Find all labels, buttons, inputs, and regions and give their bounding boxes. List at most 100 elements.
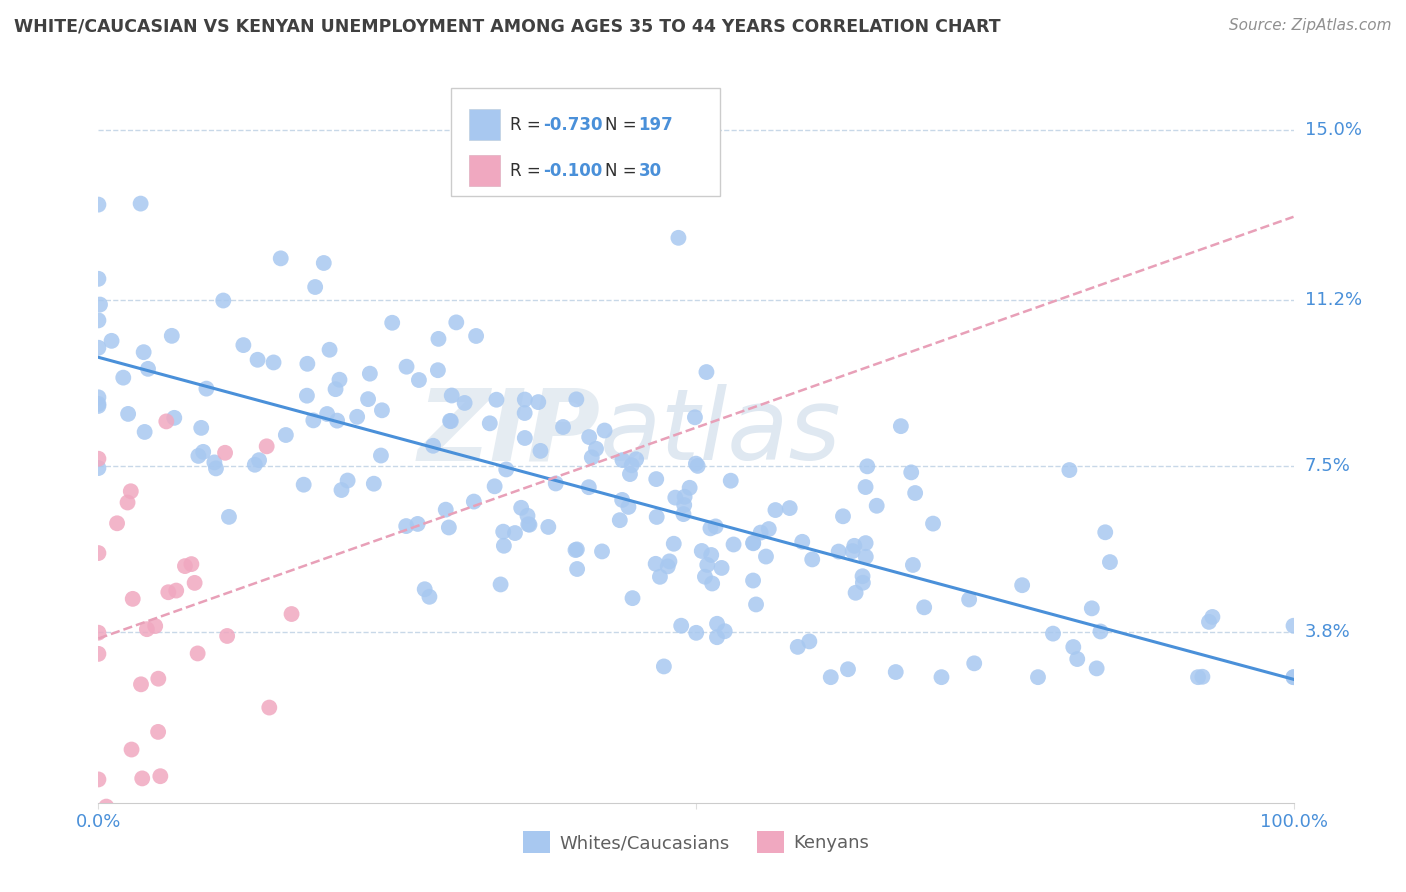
Point	[855, 536, 877, 550]
Point	[617, 500, 640, 514]
Text: atlas: atlas	[600, 384, 842, 481]
Point	[205, 461, 228, 475]
Point	[662, 537, 685, 551]
Point	[668, 231, 690, 245]
Point	[837, 662, 859, 676]
Point	[513, 406, 536, 420]
Point	[165, 583, 187, 598]
Point	[565, 392, 588, 407]
Text: 197: 197	[638, 116, 673, 134]
Point	[195, 382, 218, 396]
Point	[247, 453, 270, 467]
Point	[100, 334, 122, 348]
Point	[855, 549, 877, 564]
Point	[963, 657, 986, 671]
Point	[1198, 615, 1220, 629]
Point	[112, 370, 135, 384]
Point	[217, 629, 239, 643]
Point	[485, 392, 508, 407]
Point	[214, 446, 236, 460]
Point	[537, 520, 560, 534]
Point	[1042, 626, 1064, 640]
Point	[519, 517, 541, 532]
Point	[610, 492, 633, 507]
Point	[87, 461, 110, 475]
Point	[620, 458, 643, 473]
Point	[852, 575, 875, 590]
Point	[664, 491, 686, 505]
Point	[652, 659, 675, 673]
Point	[844, 539, 866, 553]
Text: Source: ZipAtlas.com: Source: ZipAtlas.com	[1229, 18, 1392, 33]
Point	[370, 449, 392, 463]
Point	[901, 558, 924, 572]
Point	[87, 772, 110, 787]
Point	[484, 479, 506, 493]
Point	[336, 474, 359, 488]
Point	[1282, 619, 1305, 633]
Point	[700, 548, 723, 562]
Point	[957, 592, 980, 607]
Point	[644, 557, 666, 571]
Point	[174, 559, 197, 574]
Text: 15.0%: 15.0%	[1305, 120, 1361, 139]
Point	[263, 355, 285, 369]
Point	[585, 442, 607, 456]
Point	[742, 574, 765, 588]
Point	[304, 280, 326, 294]
Point	[325, 382, 347, 396]
Point	[440, 414, 463, 428]
Point	[510, 500, 533, 515]
Point	[465, 329, 488, 343]
Point	[1062, 640, 1084, 654]
Point	[463, 494, 485, 508]
Point	[513, 392, 536, 407]
Point	[1094, 525, 1116, 540]
Point	[801, 552, 824, 566]
Point	[180, 557, 202, 571]
Point	[439, 414, 461, 428]
Point	[884, 665, 907, 679]
Point	[841, 544, 863, 558]
Point	[742, 535, 765, 549]
Point	[149, 769, 172, 783]
Point	[434, 502, 457, 516]
Text: N =: N =	[605, 116, 643, 134]
FancyBboxPatch shape	[451, 88, 720, 195]
Point	[1191, 670, 1213, 684]
Point	[492, 539, 515, 553]
Text: N =: N =	[605, 161, 643, 179]
Point	[359, 367, 381, 381]
Point	[87, 313, 110, 327]
Point	[297, 357, 319, 371]
Point	[87, 197, 110, 211]
Point	[292, 477, 315, 491]
Point	[312, 256, 335, 270]
Point	[503, 526, 526, 541]
Point	[478, 417, 501, 431]
Point	[135, 622, 157, 636]
Point	[232, 338, 254, 352]
Point	[578, 430, 600, 444]
Point	[704, 519, 727, 533]
Text: 3.8%: 3.8%	[1305, 624, 1350, 641]
Point	[527, 395, 550, 409]
Point	[121, 742, 143, 756]
Point	[495, 462, 517, 476]
Point	[87, 625, 110, 640]
Point	[612, 453, 634, 467]
Text: 7.5%: 7.5%	[1305, 458, 1351, 475]
Point	[786, 640, 808, 654]
Point	[672, 507, 695, 521]
Point	[155, 414, 177, 428]
Point	[851, 569, 873, 583]
Point	[143, 619, 166, 633]
Point	[591, 544, 613, 558]
Point	[658, 554, 681, 568]
Point	[593, 424, 616, 438]
Point	[699, 521, 721, 535]
Point	[792, 534, 814, 549]
Point	[134, 425, 156, 439]
Point	[695, 365, 717, 379]
Point	[749, 525, 772, 540]
